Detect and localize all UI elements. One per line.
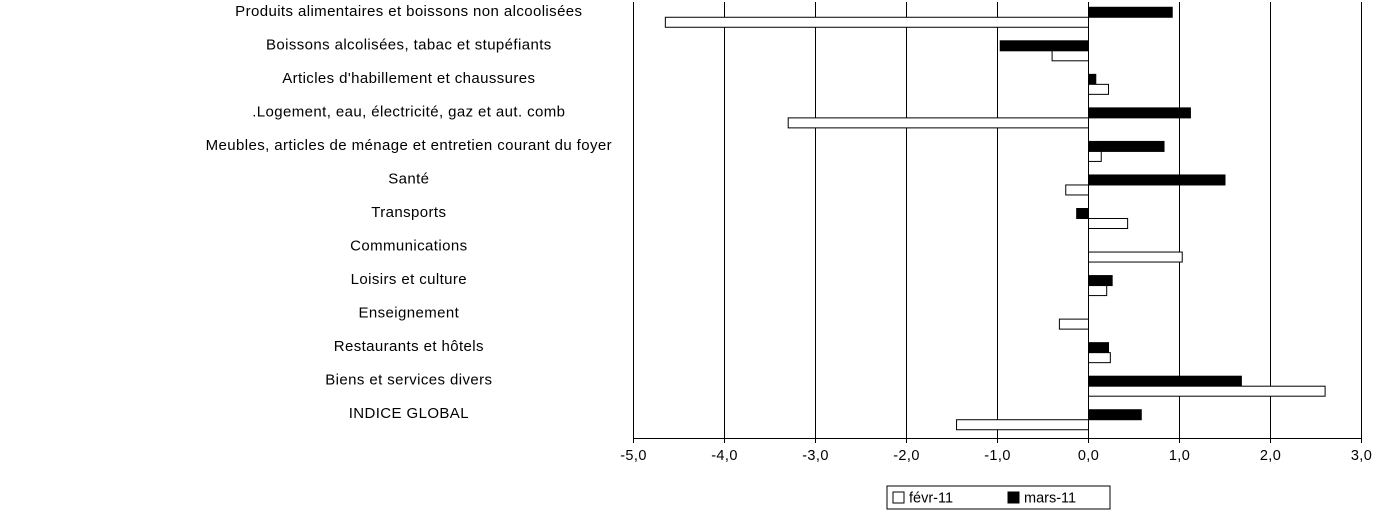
bar-mars-11 bbox=[1088, 6, 1173, 18]
bar-fevr-11 bbox=[787, 117, 1089, 129]
category-label: Restaurants et hôtels bbox=[334, 338, 484, 355]
bar-mars-11 bbox=[1076, 208, 1090, 219]
bar-mars-11 bbox=[1088, 107, 1191, 119]
category-label: INDICE GLOBAL bbox=[349, 405, 469, 422]
category-label: .Logement, eau, électricité, gaz et aut.… bbox=[252, 103, 565, 120]
legend-swatch-mars-11 bbox=[1007, 491, 1020, 504]
legend-label-fevr-11: févr-11 bbox=[909, 491, 953, 507]
x-tick-label: -2,0 bbox=[893, 448, 920, 464]
category-label: Loisirs et culture bbox=[351, 271, 467, 288]
category-label: Articles d'habillement et chaussures bbox=[282, 70, 535, 87]
x-tick-label: 2,0 bbox=[1260, 448, 1281, 464]
legend-box bbox=[886, 485, 1111, 510]
bars bbox=[664, 6, 1326, 431]
legend: févr-11 mars-11 bbox=[886, 485, 1111, 510]
category-labels: Produits alimentaires et boissons non al… bbox=[206, 3, 612, 422]
legend-swatch-fevr-11 bbox=[892, 491, 905, 504]
bar-fevr-11 bbox=[1058, 318, 1090, 330]
bar-fevr-11 bbox=[1051, 50, 1089, 62]
bar-mars-11 bbox=[1088, 409, 1142, 421]
bar-fevr-11 bbox=[1088, 285, 1108, 297]
category-label: Boissons alcolisées, tabac et stupéfiant… bbox=[266, 36, 552, 53]
bar-fevr-11 bbox=[956, 419, 1089, 431]
x-tick-label: -3,0 bbox=[802, 448, 829, 464]
x-tick-label: -1,0 bbox=[984, 448, 1011, 464]
bar-fevr-11 bbox=[1088, 251, 1183, 263]
bar-fevr-11 bbox=[1065, 184, 1089, 196]
bar-fevr-11 bbox=[664, 16, 1089, 28]
legend-label-mars-11: mars-11 bbox=[1024, 491, 1076, 507]
category-label: Meubles, articles de ménage et entretien… bbox=[206, 137, 612, 154]
bar-fevr-11 bbox=[1088, 218, 1129, 229]
bar-mars-11 bbox=[1088, 73, 1097, 85]
category-label: Santé bbox=[388, 170, 429, 187]
x-tick-label: -5,0 bbox=[620, 448, 647, 464]
category-label: Transports bbox=[371, 204, 446, 221]
gridlines bbox=[633, 2, 1362, 443]
bar-mars-11 bbox=[1088, 174, 1226, 186]
bar-mars-11 bbox=[1088, 375, 1242, 387]
x-tick-label: -4,0 bbox=[711, 448, 738, 464]
x-tick-labels: -5,0 -4,0 -3,0 -2,0 -1,0 0,0 1,0 2,0 3,0 bbox=[620, 448, 1372, 464]
bar-fevr-11 bbox=[1088, 352, 1111, 364]
category-label: Biens et services divers bbox=[325, 372, 492, 389]
category-label: Produits alimentaires et boissons non al… bbox=[235, 3, 582, 20]
bar-fevr-11 bbox=[1088, 83, 1110, 95]
category-label: Communications bbox=[350, 238, 467, 255]
category-label: Enseignement bbox=[358, 305, 459, 322]
bar-mars-11 bbox=[999, 40, 1089, 52]
bar-mars-11 bbox=[1088, 140, 1165, 152]
bar-fevr-11 bbox=[1088, 385, 1326, 397]
bar-mars-11 bbox=[1088, 342, 1110, 354]
x-tick-label: 3,0 bbox=[1351, 448, 1372, 464]
x-tick-label: 0,0 bbox=[1078, 448, 1099, 464]
x-tick-label: 1,0 bbox=[1169, 448, 1190, 464]
bar-mars-11 bbox=[1088, 275, 1113, 287]
bar-fevr-11 bbox=[1088, 150, 1102, 162]
